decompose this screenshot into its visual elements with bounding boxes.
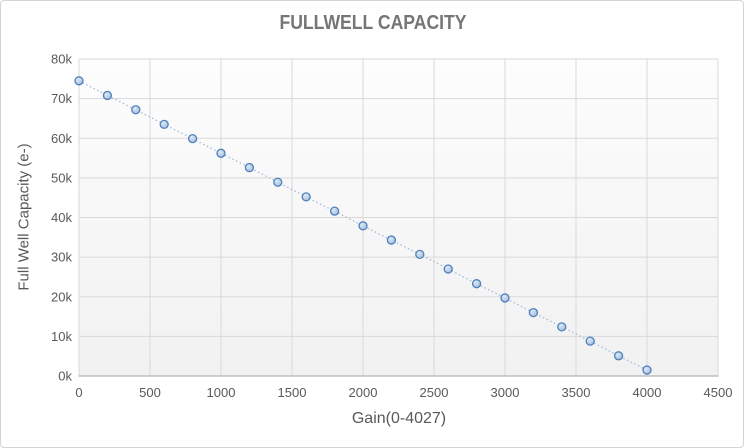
x-tick-label: 4500 [704, 385, 733, 400]
data-point[interactable] [102, 90, 113, 101]
x-tick-label: 1000 [207, 385, 236, 400]
data-point[interactable] [187, 133, 198, 144]
y-tick-label: 40k [51, 210, 72, 225]
data-point[interactable] [471, 279, 482, 289]
x-tick-label: 0 [75, 385, 82, 400]
y-tick-label: 30k [51, 250, 72, 265]
y-tick-label: 50k [51, 170, 72, 185]
y-axis-title: Full Well Capacity (e-) [15, 143, 33, 291]
x-tick-label: 1500 [278, 385, 307, 400]
x-tick-label: 3500 [562, 385, 591, 400]
data-point[interactable] [443, 264, 453, 274]
data-point[interactable] [244, 162, 255, 173]
data-point[interactable] [642, 365, 652, 375]
y-tick-label: 70k [51, 91, 72, 106]
data-point[interactable] [159, 119, 169, 130]
data-point[interactable] [131, 105, 141, 115]
x-tick-label: 3000 [491, 385, 520, 400]
data-point[interactable] [329, 206, 340, 216]
chart-title: FULLWELL CAPACITY [279, 12, 467, 34]
x-axis-title: Gain(0-4027) [351, 410, 447, 427]
data-point[interactable] [557, 322, 567, 332]
y-tick-label: 80k [51, 52, 72, 67]
data-point[interactable] [273, 177, 283, 187]
data-point[interactable] [301, 192, 311, 202]
data-point[interactable] [74, 76, 84, 86]
data-point[interactable] [415, 249, 425, 260]
data-point[interactable] [358, 221, 368, 231]
data-point[interactable] [386, 235, 397, 245]
x-tick-label: 500 [139, 385, 161, 400]
y-tick-label: 10k [51, 329, 72, 344]
data-point[interactable] [613, 351, 624, 361]
y-tick-label: 20k [51, 289, 72, 304]
data-point[interactable] [500, 293, 510, 303]
data-point[interactable] [216, 148, 226, 158]
data-point[interactable] [585, 336, 595, 346]
data-point[interactable] [528, 307, 539, 318]
x-tick-label: 2000 [349, 385, 378, 400]
x-tick-label: 4000 [633, 385, 662, 400]
x-tick-label: 2500 [420, 385, 449, 400]
y-tick-label: 60k [51, 131, 72, 146]
y-tick-label: 0k [58, 369, 72, 384]
